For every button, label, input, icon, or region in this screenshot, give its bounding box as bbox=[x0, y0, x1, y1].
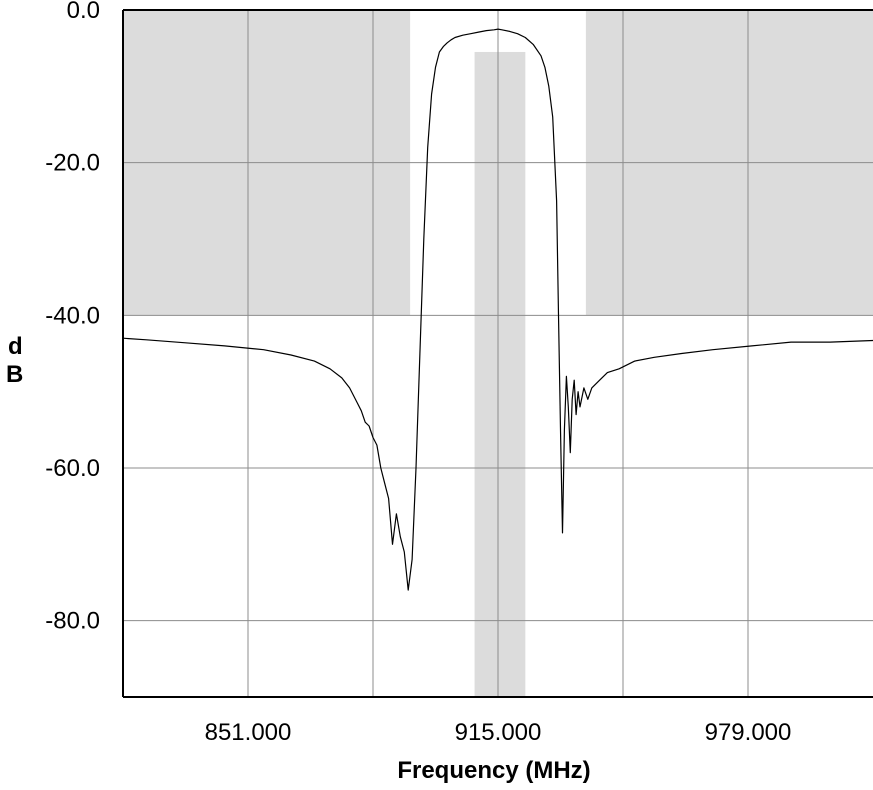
y-tick-labels: 0.0 -20.0 -40.0 -60.0 -80.0 bbox=[45, 0, 100, 635]
x-tick-labels: 851.000 915.000 979.000 bbox=[205, 719, 792, 746]
series-line-0 bbox=[122, 28, 873, 591]
y-tick-label: -80.0 bbox=[45, 608, 100, 635]
y-axis-label-line1: d bbox=[8, 333, 23, 360]
y-tick-label: -20.0 bbox=[45, 150, 100, 177]
x-tick-label: 979.000 bbox=[705, 719, 792, 746]
y-axis-label-line2: B bbox=[6, 361, 23, 388]
y-tick-label: -60.0 bbox=[45, 455, 100, 482]
axes bbox=[122, 9, 873, 698]
trace-layer bbox=[122, 28, 873, 591]
grid-lines bbox=[123, 10, 873, 697]
mask-region-2 bbox=[474, 51, 526, 697]
x-tick-label: 851.000 bbox=[205, 719, 292, 746]
x-axis-label: Frequency (MHz) bbox=[397, 757, 590, 784]
x-tick-label: 915.000 bbox=[455, 719, 542, 746]
y-tick-label: -40.0 bbox=[45, 302, 100, 329]
y-tick-label: 0.0 bbox=[67, 0, 100, 24]
